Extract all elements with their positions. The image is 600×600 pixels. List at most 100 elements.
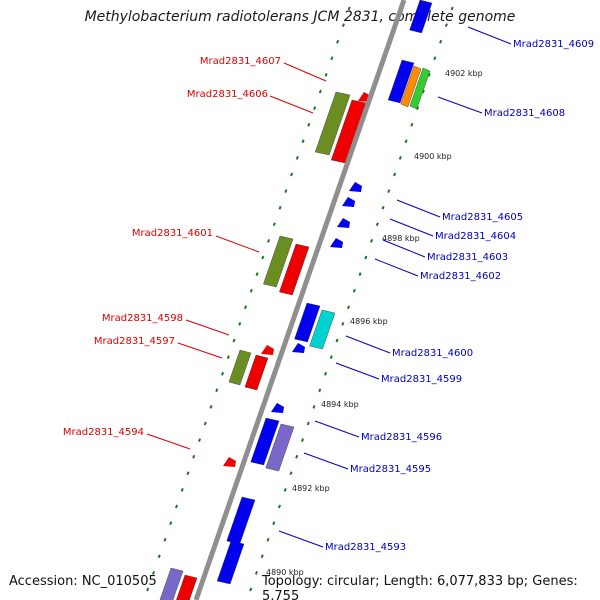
gene-label-mrad2831-4597[interactable]: Mrad2831_4597 — [94, 336, 175, 347]
track-tick — [151, 571, 156, 575]
track-tick — [290, 172, 294, 177]
track-tick — [312, 405, 316, 409]
gene-arrow-blue — [271, 403, 284, 413]
callout-line-mrad2831-4601 — [215, 235, 260, 253]
track-tick — [416, 106, 420, 110]
gene-block-red — [244, 354, 269, 391]
gene-block-blue — [216, 540, 245, 585]
track-tick — [352, 288, 356, 293]
gene-label-mrad2831-4600[interactable]: Mrad2831_4600 — [392, 348, 473, 359]
gene-label-mrad2831-4602[interactable]: Mrad2831_4602 — [420, 271, 501, 282]
track-tick — [254, 571, 259, 575]
gene-label-mrad2831-4609[interactable]: Mrad2831_4609 — [513, 39, 594, 50]
track-tick — [433, 56, 437, 61]
gene-label-mrad2831-4599[interactable]: Mrad2831_4599 — [381, 374, 462, 385]
gene-label-mrad2831-4606[interactable]: Mrad2831_4606 — [187, 89, 268, 100]
callout-line-mrad2831-4598 — [185, 319, 230, 336]
scale-label-4892: 4892 kbp — [292, 484, 330, 493]
accession-text: Accession: NC_010505 — [9, 574, 157, 589]
gene-label-mrad2831-4598[interactable]: Mrad2831_4598 — [102, 313, 183, 324]
gene-block-lime — [409, 67, 431, 110]
gene-block-red — [176, 574, 198, 600]
track-tick — [192, 454, 196, 459]
track-tick — [226, 355, 230, 359]
track-tick — [306, 421, 310, 426]
gene-arrow-blue — [349, 182, 362, 192]
gene-label-mrad2831-4601[interactable]: Mrad2831_4601 — [132, 228, 213, 239]
gene-block-purple — [265, 423, 295, 472]
track-tick — [381, 205, 385, 210]
track-tick — [444, 23, 448, 27]
track-tick — [393, 172, 397, 177]
track-tick — [197, 438, 202, 442]
track-tick — [278, 205, 282, 210]
gene-block-green — [263, 235, 294, 288]
gene-block-green — [228, 349, 252, 386]
track-tick — [335, 338, 339, 343]
callout-line-mrad2831-4602 — [374, 258, 419, 277]
gene-arrow-red — [261, 345, 274, 355]
callout-line-mrad2831-4607 — [283, 62, 327, 82]
callout-line-mrad2831-4606 — [269, 95, 314, 114]
scale-label-4896: 4896 kbp — [350, 317, 388, 326]
gene-label-mrad2831-4603[interactable]: Mrad2831_4603 — [427, 252, 508, 263]
track-tick — [300, 438, 305, 442]
gene-block-cyan — [309, 309, 336, 350]
track-tick — [450, 6, 454, 11]
track-tick — [295, 156, 299, 160]
gene-label-mrad2831-4604[interactable]: Mrad2831_4604 — [435, 231, 516, 242]
track-tick — [221, 371, 225, 376]
gene-block-blue — [294, 302, 321, 343]
track-tick — [301, 139, 305, 144]
track-tick — [421, 89, 425, 94]
track-tick — [341, 322, 345, 326]
track-tick — [341, 23, 345, 27]
gene-label-mrad2831-4595[interactable]: Mrad2831_4595 — [350, 464, 431, 475]
track-tick — [244, 305, 248, 310]
track-tick — [277, 504, 282, 509]
track-tick — [313, 106, 317, 110]
scale-label-4890: 4890 kbp — [266, 568, 304, 577]
callout-line-mrad2831-4605 — [396, 199, 441, 218]
gene-arrow-blue — [330, 238, 343, 248]
gene-label-mrad2831-4607[interactable]: Mrad2831_4607 — [200, 56, 281, 67]
gene-label-mrad2831-4608[interactable]: Mrad2831_4608 — [484, 108, 565, 119]
track-tick — [215, 388, 219, 393]
gene-arrow-blue — [342, 197, 355, 207]
track-tick — [404, 139, 408, 144]
gene-label-mrad2831-4594[interactable]: Mrad2831_4594 — [63, 427, 144, 438]
gene-block-blue — [387, 59, 415, 104]
gene-arrow-blue — [337, 218, 350, 228]
callout-line-mrad2831-4597 — [177, 342, 223, 359]
callout-line-mrad2831-4596 — [314, 420, 360, 438]
track-tick — [324, 73, 328, 77]
callout-line-mrad2831-4600 — [345, 335, 391, 354]
gene-block-red — [279, 243, 310, 296]
map-title: Methylobacterium radiotolerans JCM 2831,… — [84, 9, 516, 25]
scale-label-4902: 4902 kbp — [445, 69, 483, 78]
gene-block-purple — [159, 567, 184, 600]
gene-label-mrad2831-4593[interactable]: Mrad2831_4593 — [325, 542, 406, 553]
left-tick-track — [146, 6, 351, 592]
track-tick — [163, 537, 167, 542]
track-tick — [260, 554, 264, 559]
track-tick — [267, 239, 271, 243]
callout-lines — [146, 26, 512, 548]
callout-line-mrad2831-4594 — [146, 433, 191, 450]
right-tick-track — [249, 6, 454, 592]
gene-label-mrad2831-4605[interactable]: Mrad2831_4605 — [442, 212, 523, 223]
genome-backbone — [193, 0, 407, 600]
track-tick — [318, 388, 322, 393]
track-tick — [289, 471, 293, 476]
track-tick — [180, 488, 184, 492]
track-tick — [329, 355, 333, 359]
callout-line-mrad2831-4593 — [278, 530, 324, 548]
track-tick — [347, 6, 351, 11]
gene-block-blue — [409, 0, 433, 34]
track-tick — [169, 521, 173, 525]
scale-label-4900: 4900 kbp — [414, 152, 452, 161]
gene-label-mrad2831-4596[interactable]: Mrad2831_4596 — [361, 432, 442, 443]
genome-summary-text: Topology: circular; Length: 6,077,833 bp… — [262, 574, 578, 600]
track-tick — [261, 255, 265, 260]
